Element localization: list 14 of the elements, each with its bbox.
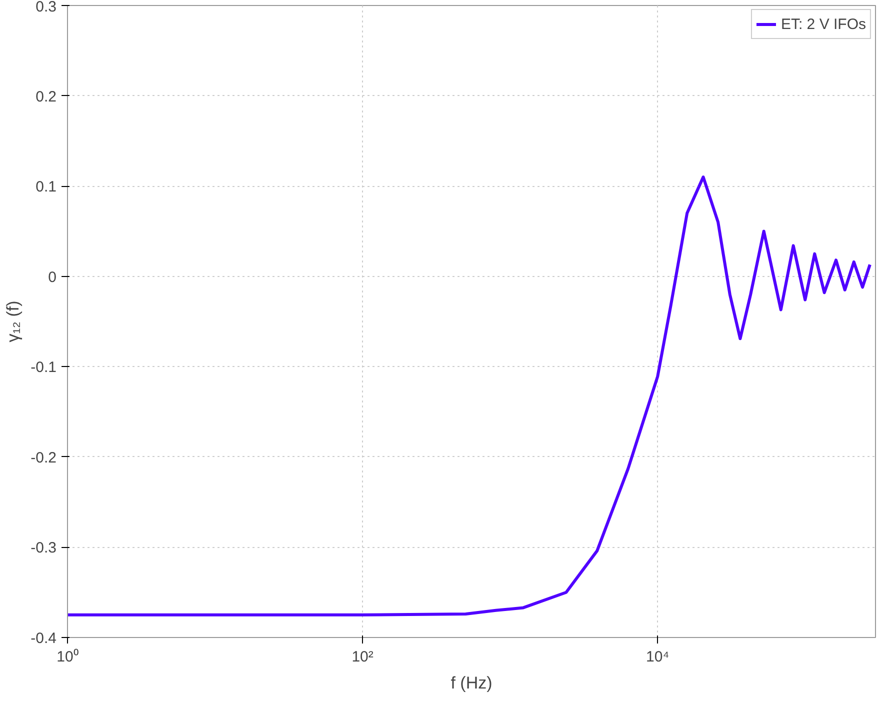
y-axis-title: γ₁₂ (f) <box>4 300 23 342</box>
y-tick-label: -0.3 <box>30 540 57 557</box>
y-tick-label: 0 <box>48 268 56 286</box>
x-tick-label: 10² <box>352 648 374 666</box>
x-tick-label: 10⁰ <box>56 648 78 666</box>
y-tick-label: -0.2 <box>30 449 57 466</box>
y-tick-label: 0.2 <box>36 88 57 106</box>
x-axis-title: f (Hz) <box>450 674 492 692</box>
y-tick-label: 0.3 <box>36 0 57 16</box>
y-tick-label: -0.1 <box>30 359 57 376</box>
x-tick-label: 10⁴ <box>646 648 670 666</box>
legend-label: ET: 2 V IFOs <box>780 16 866 32</box>
y-tick-label: -0.4 <box>30 630 57 647</box>
y-tick-label: 0.1 <box>36 178 57 196</box>
